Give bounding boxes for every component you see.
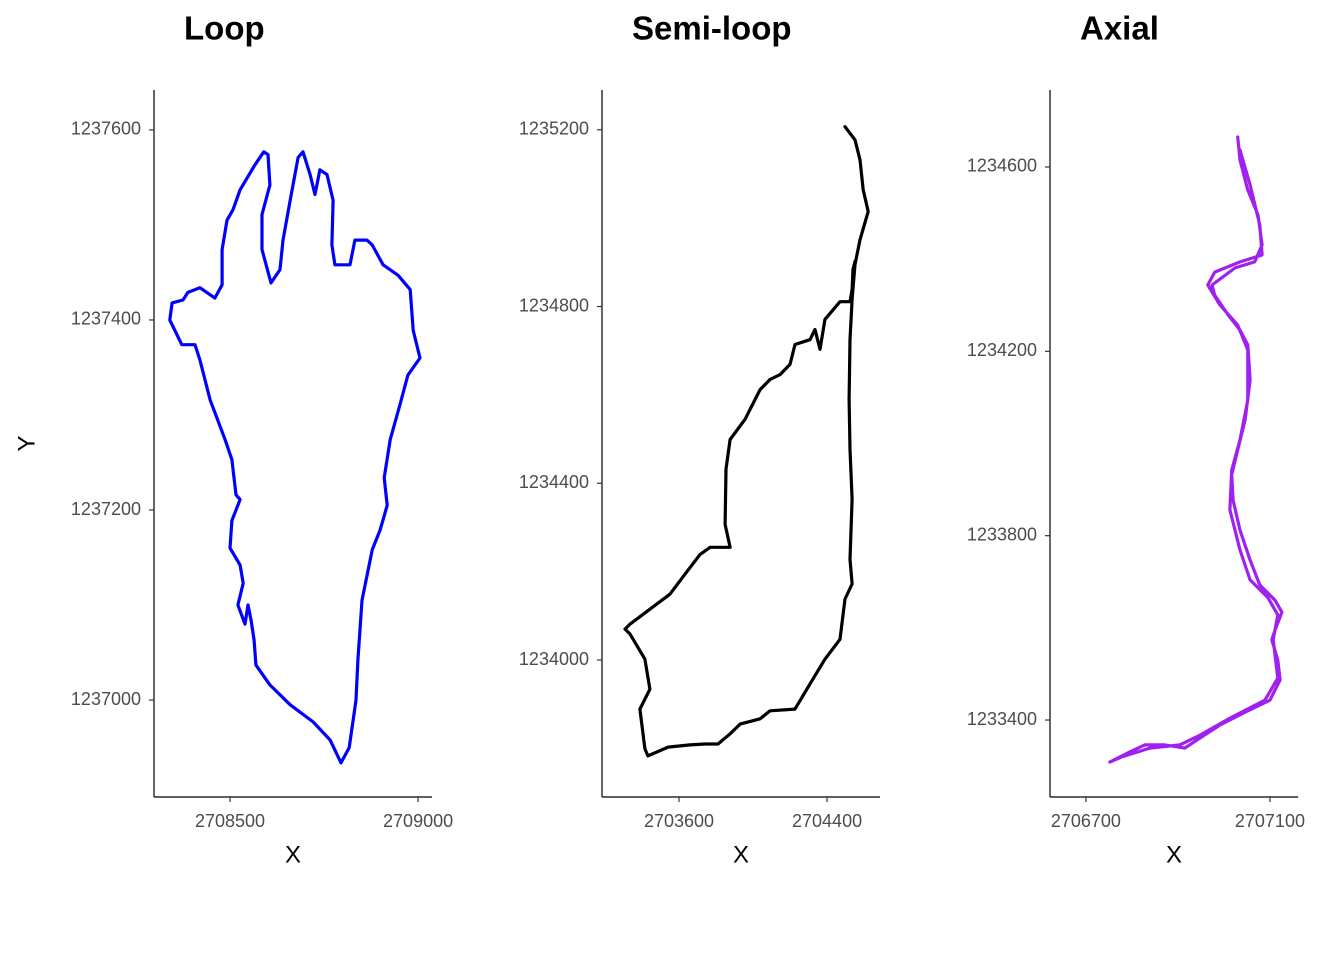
panel-title: Axial (1080, 10, 1159, 47)
y-tick-label: 1234200 (967, 340, 1037, 360)
y-axis-label: Y (13, 435, 40, 451)
y-tick-label: 1237000 (71, 689, 141, 709)
data-line (1108, 135, 1284, 764)
data-line (623, 125, 870, 758)
y-tick-label: 1234600 (967, 156, 1037, 176)
x-axis-label: X (733, 841, 749, 868)
x-tick-label: 2707100 (1235, 811, 1305, 831)
y-tick-label: 1235200 (519, 119, 589, 139)
x-tick-label: 2703600 (644, 811, 714, 831)
x-tick-label: 2704400 (792, 811, 862, 831)
x-tick-label: 2709000 (383, 811, 453, 831)
data-line (168, 150, 422, 765)
y-tick-label: 1233800 (967, 524, 1037, 544)
y-tick-label: 1237400 (71, 309, 141, 329)
y-tick-label: 1237200 (71, 499, 141, 519)
x-tick-label: 2706700 (1051, 811, 1121, 831)
y-tick-label: 1234400 (519, 472, 589, 492)
x-axis-label: X (1166, 841, 1182, 868)
panel-title: Loop (184, 10, 265, 47)
y-tick-label: 1237600 (71, 119, 141, 139)
x-axis-label: X (285, 841, 301, 868)
y-tick-label: 1233400 (967, 709, 1037, 729)
x-tick-label: 2708500 (195, 811, 265, 831)
y-tick-label: 1234800 (519, 295, 589, 315)
panel-title: Semi-loop (632, 10, 792, 47)
y-tick-label: 1234000 (519, 649, 589, 669)
